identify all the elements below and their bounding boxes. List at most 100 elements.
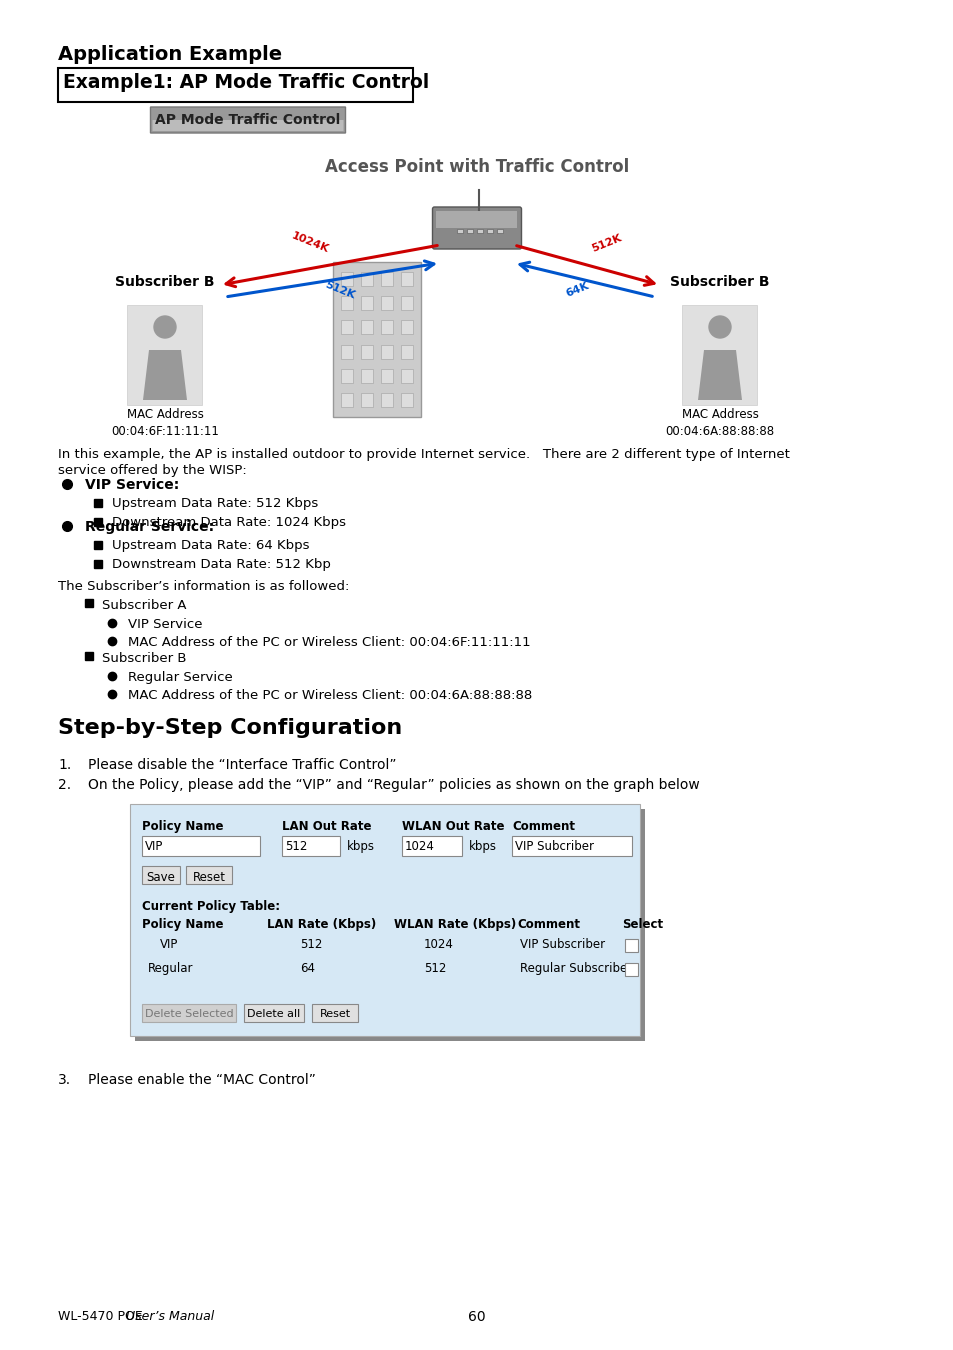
Text: Select: Select [621,918,662,932]
Bar [135,809,644,1041]
Text: 1024: 1024 [423,938,454,950]
Text: Application Example: Application Example [58,45,282,63]
Bar [333,262,420,417]
Text: 1024: 1024 [405,840,435,853]
Bar [467,230,473,234]
Text: Regular Service:: Regular Service: [85,520,213,535]
Bar [380,273,393,286]
Text: Save: Save [147,871,175,884]
Text: WL-5470 POE: WL-5470 POE [58,1310,147,1323]
Text: The Subscriber’s information is as followed:: The Subscriber’s information is as follo… [58,580,349,593]
Bar [497,230,502,234]
Bar [312,1004,357,1022]
Text: 64K: 64K [563,281,590,300]
Bar [94,500,102,508]
Text: 512K: 512K [590,232,623,254]
Bar [128,305,202,405]
Circle shape [153,316,175,338]
Bar [340,393,353,406]
Bar [142,1004,235,1022]
Text: Policy Name: Policy Name [142,918,223,932]
Text: service offered by the WISP:: service offered by the WISP: [58,464,247,477]
Text: VIP Service:: VIP Service: [85,478,179,491]
Text: Comment: Comment [517,918,579,932]
Text: LAN Out Rate: LAN Out Rate [282,819,371,833]
Bar [244,1004,304,1022]
Bar [456,230,462,234]
Bar [400,393,413,406]
Text: Access Point with Traffic Control: Access Point with Traffic Control [325,158,628,176]
Bar [130,805,639,1035]
Text: Please enable the “MAC Control”: Please enable the “MAC Control” [88,1073,315,1087]
Text: Subscriber B: Subscriber B [102,652,186,666]
Text: WLAN Out Rate: WLAN Out Rate [401,819,504,833]
Text: 1024K: 1024K [290,231,330,255]
Text: VIP: VIP [160,938,178,950]
Bar [624,940,638,952]
Text: AP Mode Traffic Control: AP Mode Traffic Control [155,113,340,127]
Text: kbps: kbps [347,840,375,853]
Text: 60: 60 [468,1310,485,1324]
Text: VIP Subscriber: VIP Subscriber [519,938,604,950]
Text: VIP Service: VIP Service [128,618,202,630]
Polygon shape [698,350,741,400]
Bar [400,320,413,335]
Text: 64: 64 [299,963,314,975]
Text: In this example, the AP is installed outdoor to provide Internet service.   Ther: In this example, the AP is installed out… [58,448,789,460]
Text: Comment: Comment [512,819,575,833]
Text: MAC Address of the PC or Wireless Client: 00:04:6A:88:88:88: MAC Address of the PC or Wireless Client… [128,688,532,702]
Bar [94,541,102,549]
Text: On the Policy, please add the “VIP” and “Regular” policies as shown on the graph: On the Policy, please add the “VIP” and … [88,778,699,792]
Text: Policy Name: Policy Name [142,819,223,833]
Bar [340,296,353,310]
Text: Delete Selected: Delete Selected [145,1008,233,1019]
FancyBboxPatch shape [432,207,521,248]
Text: 512K: 512K [323,279,356,301]
Text: Example1: AP Mode Traffic Control: Example1: AP Mode Traffic Control [63,73,429,92]
Bar [340,344,353,359]
Text: 2.: 2. [58,778,71,792]
Bar [340,273,353,286]
Bar [476,230,482,234]
Bar [401,836,461,856]
Bar [512,836,631,856]
Text: VIP Subcriber: VIP Subcriber [515,840,594,853]
Bar [360,369,373,382]
Text: 512: 512 [423,963,446,975]
Text: Regular Service: Regular Service [128,671,233,684]
Bar [380,320,393,335]
Text: Subscriber B: Subscriber B [115,275,214,289]
Text: Regular Subscriber: Regular Subscriber [519,963,632,975]
Text: 3.: 3. [58,1073,71,1087]
Text: Subscriber B: Subscriber B [670,275,769,289]
Bar [624,963,638,976]
Text: Downstream Data Rate: 1024 Kbps: Downstream Data Rate: 1024 Kbps [112,516,346,529]
Bar [282,836,339,856]
Bar [681,305,757,405]
Bar [360,273,373,286]
Text: kbps: kbps [469,840,497,853]
Bar [58,68,413,103]
Circle shape [708,316,730,338]
Bar [400,296,413,310]
Text: Upstream Data Rate: 512 Kbps: Upstream Data Rate: 512 Kbps [112,497,318,510]
Text: MAC Address
00:04:6A:88:88:88: MAC Address 00:04:6A:88:88:88 [665,408,774,437]
Bar [360,296,373,310]
FancyBboxPatch shape [436,211,517,228]
Bar [360,320,373,335]
Text: Delete all: Delete all [247,1008,300,1019]
Text: VIP: VIP [145,840,163,853]
Bar [340,369,353,382]
Text: Step-by-Step Configuration: Step-by-Step Configuration [58,718,402,738]
Text: Upstream Data Rate: 64 Kbps: Upstream Data Rate: 64 Kbps [112,539,309,552]
Text: MAC Address
00:04:6F:11:11:11: MAC Address 00:04:6F:11:11:11 [111,408,218,437]
FancyBboxPatch shape [151,107,345,134]
FancyBboxPatch shape [152,120,343,131]
Text: Regular: Regular [148,963,193,975]
Bar [94,518,102,526]
Bar [360,344,373,359]
Bar [486,230,493,234]
Bar [400,273,413,286]
Bar [400,369,413,382]
Text: Reset: Reset [193,871,225,884]
